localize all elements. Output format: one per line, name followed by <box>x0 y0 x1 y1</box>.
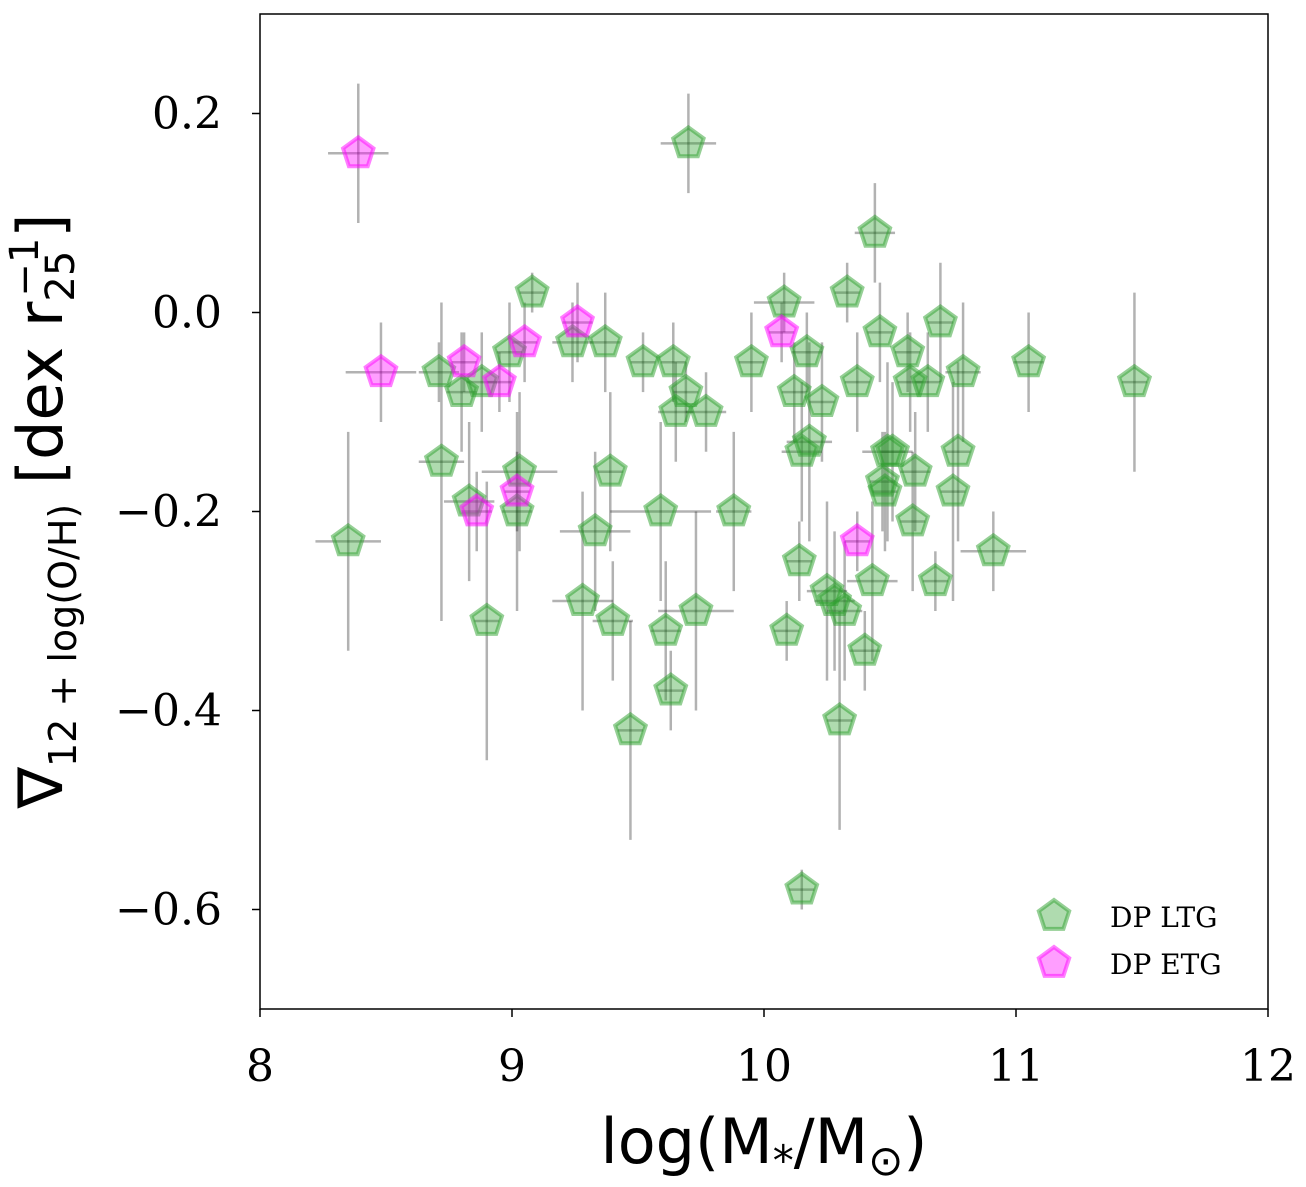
data-point-dp-ltg <box>592 453 628 487</box>
data-point-dp-ltg <box>975 532 1011 567</box>
data-point-dp-ltg <box>910 363 946 398</box>
x-tick-label: 12 <box>1240 1041 1296 1092</box>
data-point-dp-ltg <box>423 443 460 477</box>
data-point-dp-etg <box>559 304 596 338</box>
data-point-dp-ltg <box>653 672 689 706</box>
data-point-dp-ltg <box>857 214 893 248</box>
data-point-dp-ltg <box>822 702 858 736</box>
data-point-dp-ltg <box>804 383 840 417</box>
data-point-dp-ltg <box>874 433 911 467</box>
x-axis-label: log(M*/M⊙) <box>601 1105 928 1185</box>
data-point-dp-ltg <box>854 562 890 597</box>
y-tick-label: −0.4 <box>115 686 222 737</box>
legend-label-dp-etg: DP ETG <box>1110 948 1222 981</box>
data-point-dp-ltg <box>776 373 812 407</box>
y-tick-label: 0.2 <box>152 89 222 140</box>
data-point-dp-ltg <box>864 463 901 497</box>
data-point-dp-ltg <box>1116 363 1153 398</box>
data-point-dp-etg <box>507 323 543 358</box>
data-point-dp-ltg <box>839 363 875 398</box>
y-tick-label: −0.2 <box>115 487 222 538</box>
data-point-dp-etg <box>839 522 875 557</box>
data-point-dp-ltg <box>491 333 528 368</box>
data-point-dp-etg <box>459 493 495 527</box>
data-point-dp-ltg <box>564 582 601 616</box>
data-point-dp-ltg <box>1011 343 1047 378</box>
legend-marker-dp-etg <box>1036 944 1072 978</box>
data-point-dp-etg <box>340 134 376 169</box>
data-point-dp-ltg <box>577 512 613 547</box>
data-point-dp-ltg <box>789 333 825 368</box>
data-point-dp-ltg <box>716 493 752 527</box>
legend-label-dp-ltg: DP LTG <box>1110 901 1218 934</box>
data-point-dp-ltg <box>945 353 981 388</box>
data-point-dp-ltg <box>895 503 931 537</box>
data-point-dp-ltg <box>766 284 802 318</box>
data-point-dp-ltg <box>688 393 724 427</box>
x-tick-label: 9 <box>498 1041 526 1092</box>
data-point-dp-ltg <box>816 582 853 616</box>
data-point-dp-ltg <box>330 522 366 557</box>
data-point-dp-ltg <box>940 433 976 467</box>
data-point-dp-ltg <box>655 343 691 378</box>
data-point-dp-etg <box>481 363 517 398</box>
data-point-dp-ltg <box>612 711 649 746</box>
data-point-dp-etg <box>499 473 535 507</box>
data-point-dp-ltg <box>733 343 769 378</box>
y-axis-label: ∇12 + log(O/H) [dex r25−1] <box>2 214 85 810</box>
data-point-dp-ltg <box>469 602 505 636</box>
data-point-dp-ltg <box>678 592 714 626</box>
data-point-dp-ltg <box>862 313 898 348</box>
data-point-dp-ltg <box>867 473 903 507</box>
data-point-dp-etg <box>363 353 399 388</box>
data-point-dp-ltg <box>935 473 971 507</box>
data-point-dp-ltg <box>827 592 863 626</box>
x-tick-label: 8 <box>246 1041 274 1092</box>
y-tick-label: −0.6 <box>115 885 222 936</box>
data-point-dp-ltg <box>668 373 704 407</box>
y-tick-label: 0.0 <box>152 288 222 339</box>
data-point-dp-ltg <box>791 423 827 457</box>
data-point-dp-ltg <box>922 304 958 338</box>
data-point-dp-ltg <box>514 274 550 308</box>
data-point-dp-ltg <box>890 333 926 368</box>
data-point-dp-ltg <box>643 493 679 527</box>
legend-marker-dp-ltg <box>1036 897 1072 931</box>
y-axis-ticks: 0.2 0.0 −0.2 −0.4 −0.6 <box>115 89 260 936</box>
data-point-dp-ltg <box>917 562 953 597</box>
data-point-dp-ltg <box>625 343 661 378</box>
x-axis-ticks: 8 9 10 11 12 <box>246 1009 1296 1092</box>
data-point-dp-ltg <box>829 274 865 308</box>
data-point-dp-ltg <box>769 612 805 646</box>
data-point-dp-ltg <box>670 124 706 159</box>
data-point-dp-etg <box>764 313 800 348</box>
plot-frame <box>259 13 1269 1010</box>
x-tick-label: 11 <box>988 1041 1044 1092</box>
data-point-dp-ltg <box>587 323 623 358</box>
data-point-dp-ltg <box>784 871 820 905</box>
data-point-dp-etg <box>446 343 482 378</box>
data-point-dp-ltg <box>648 612 684 646</box>
data-point-dp-ltg <box>595 602 631 636</box>
data-points <box>330 124 1153 905</box>
legend: DP LTG DP ETG <box>1036 897 1222 981</box>
data-point-dp-ltg <box>781 542 817 577</box>
data-point-dp-ltg <box>847 632 883 666</box>
data-point-dp-ltg <box>897 453 933 487</box>
x-tick-label: 10 <box>736 1041 792 1092</box>
